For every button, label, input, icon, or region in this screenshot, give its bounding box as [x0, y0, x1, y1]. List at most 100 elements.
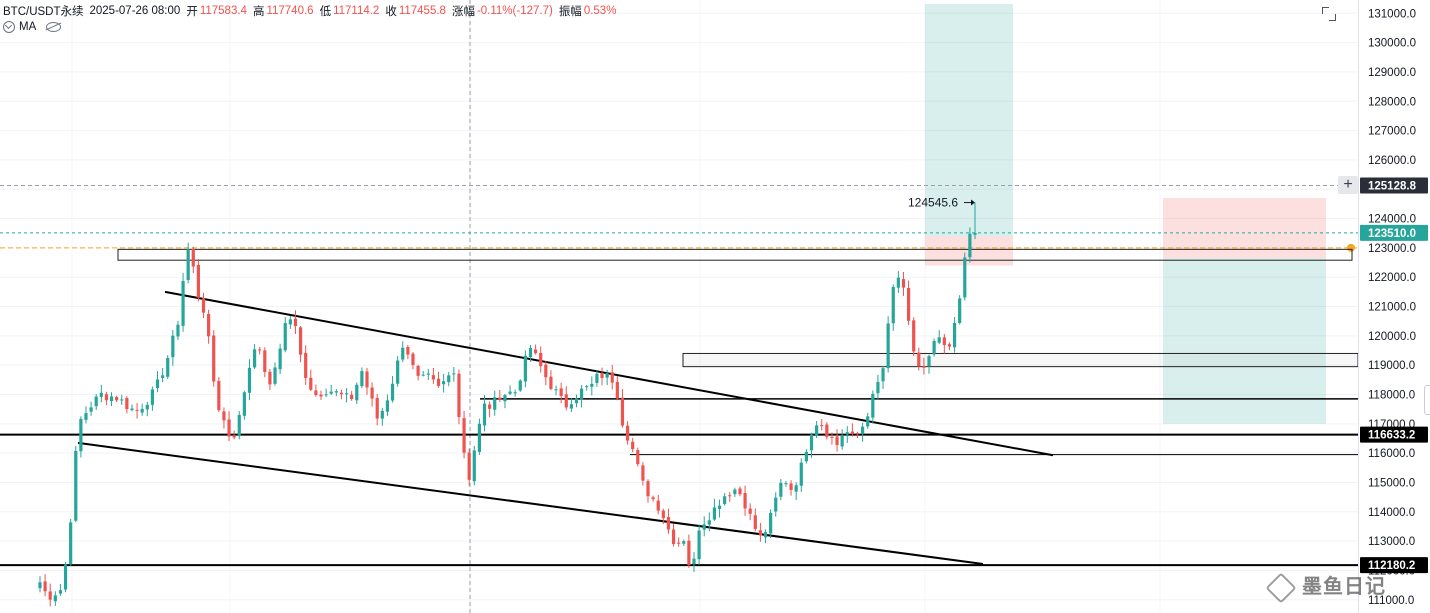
candle-body	[365, 371, 369, 388]
candle-body	[278, 348, 282, 370]
hide-eye-icon[interactable]	[46, 22, 62, 32]
y-tick-label: 111000.0	[1368, 595, 1414, 607]
candle-body	[559, 388, 563, 396]
candle-body	[809, 434, 814, 451]
candle-body	[554, 389, 558, 391]
candle-body	[820, 425, 824, 427]
candle-body	[891, 286, 895, 324]
y-tick-label: 113000.0	[1368, 536, 1415, 548]
candle-body	[263, 350, 267, 373]
candle-body	[488, 404, 492, 409]
candle-body	[493, 397, 497, 410]
price-tag-label: 123510.0	[1368, 228, 1416, 240]
candle-body	[758, 530, 763, 536]
candle-body	[656, 500, 660, 511]
candle-body	[191, 248, 195, 267]
candle-body	[334, 391, 338, 393]
candle-body	[687, 540, 691, 566]
candle-body	[564, 394, 568, 408]
candle-body	[457, 373, 461, 418]
candle-body	[952, 322, 957, 348]
candle-body	[901, 279, 906, 288]
candle-body	[508, 391, 512, 394]
candle-body	[917, 352, 921, 367]
candle-body	[89, 407, 93, 412]
candle-body	[442, 381, 446, 385]
change-label: 涨幅	[451, 6, 475, 18]
change-value: -0.11%(-127.7)	[476, 5, 553, 17]
low-label: 低	[319, 6, 332, 18]
candle-body	[125, 398, 129, 410]
y-tick-label: 126000.0	[1368, 155, 1416, 167]
candle-body	[661, 510, 665, 519]
candle-body	[304, 352, 308, 379]
candle-body	[222, 411, 226, 421]
price-tag-label: 116633.2	[1368, 430, 1415, 442]
candle-body	[590, 383, 594, 387]
upper-trendline	[164, 290, 1054, 457]
candle-body	[753, 515, 757, 529]
candle-body	[390, 383, 395, 401]
candle-body	[161, 375, 165, 378]
candle-body	[912, 320, 916, 352]
candle-body	[350, 394, 354, 400]
candle-body	[227, 419, 231, 437]
candle-body	[207, 313, 211, 337]
candle-body	[477, 423, 481, 452]
price-tag-box	[1360, 426, 1428, 443]
candle-body	[344, 393, 349, 395]
candle-body	[896, 277, 900, 288]
candle-body	[288, 319, 292, 325]
candle-body	[830, 436, 834, 438]
candle-body	[482, 403, 487, 426]
candle-body	[677, 542, 681, 544]
candle-body	[549, 376, 553, 389]
candle-body	[268, 371, 272, 385]
candle-body	[825, 424, 829, 437]
ma-indicator-label[interactable]: MA	[19, 21, 37, 33]
datetime-label: 2025-07-26 08:00	[89, 5, 181, 17]
candle-body	[671, 529, 676, 545]
candle-body	[574, 398, 579, 404]
collapse-chevron-icon[interactable]	[3, 21, 15, 33]
fullscreen-icon[interactable]	[1322, 7, 1336, 21]
side-panel-handle[interactable]	[1424, 385, 1430, 415]
watermark-text: 墨鱼日记	[1302, 576, 1386, 598]
candle-body	[237, 414, 241, 437]
candle-body	[779, 482, 783, 497]
candle-body	[881, 368, 885, 382]
candle-body	[247, 367, 252, 393]
symbol-label[interactable]: BTC/USDT永续	[3, 6, 84, 18]
candle-body	[58, 590, 63, 594]
y-tick-label: 129000.0	[1368, 67, 1416, 79]
candle-body	[723, 496, 727, 504]
lower-trendline	[77, 441, 984, 566]
candle-body	[324, 394, 328, 396]
add-alert-plus-button[interactable]: +	[1338, 176, 1358, 194]
candle-body	[968, 233, 972, 258]
candle-body	[927, 356, 931, 367]
candle-body	[109, 396, 114, 402]
candle-body	[217, 381, 221, 411]
y-tick-label: 116000.0	[1368, 448, 1415, 460]
candle-body	[79, 418, 83, 452]
candle-body	[835, 436, 839, 446]
y-tick-label: 124000.0	[1368, 214, 1416, 226]
candle-body	[150, 389, 155, 405]
candle-body	[866, 416, 870, 427]
candle-body	[579, 388, 584, 400]
candle-body	[743, 492, 747, 509]
watermark: 墨鱼日记	[1265, 570, 1386, 604]
candle-body	[641, 465, 645, 481]
candle-body	[416, 365, 420, 376]
candle-body	[605, 373, 609, 378]
candle-body	[840, 435, 844, 447]
candle-body	[963, 257, 967, 298]
candle-body	[728, 495, 732, 497]
y-tick-label: 119000.0	[1368, 360, 1415, 372]
candle-body	[53, 595, 57, 602]
candle-body	[375, 397, 379, 419]
candle-body	[922, 366, 926, 368]
